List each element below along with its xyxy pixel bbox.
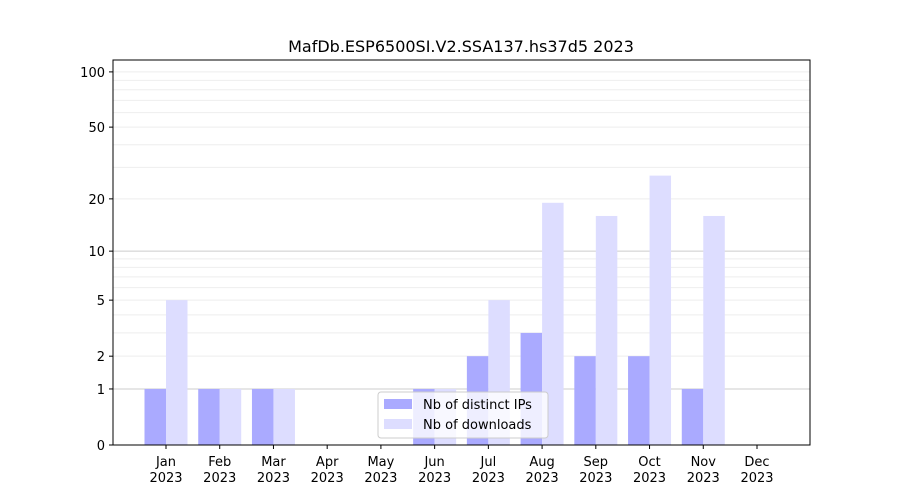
bar-downloads bbox=[219, 388, 242, 445]
x-tick-label: Jan 2023 bbox=[149, 455, 182, 486]
x-tick-label: May 2023 bbox=[364, 455, 397, 486]
x-tick-label: Aug 2023 bbox=[526, 455, 559, 486]
bar-downloads bbox=[649, 175, 672, 445]
y-tick-label: 0 bbox=[97, 439, 105, 454]
bar-downloads bbox=[595, 215, 618, 445]
x-tick-label: Jul 2023 bbox=[472, 455, 505, 486]
x-tick-label: Sep 2023 bbox=[579, 455, 612, 486]
x-tick-label: Feb 2023 bbox=[203, 455, 236, 486]
bar-distinct-ips bbox=[144, 388, 166, 445]
bar-downloads bbox=[542, 202, 564, 445]
x-tick-label: Oct 2023 bbox=[633, 455, 666, 486]
y-tick-label: 20 bbox=[88, 193, 105, 208]
legend-swatch bbox=[384, 419, 412, 429]
y-tick-label: 10 bbox=[88, 245, 105, 260]
bar-distinct-ips bbox=[574, 356, 596, 445]
y-tick-label: 5 bbox=[97, 294, 105, 309]
x-tick-label: Nov 2023 bbox=[687, 455, 720, 486]
legend: Nb of distinct IPs Nb of downloads bbox=[377, 391, 549, 439]
bar-distinct-ips bbox=[681, 388, 704, 445]
bar-downloads bbox=[166, 300, 188, 445]
x-tick-label: Jun 2023 bbox=[418, 455, 451, 486]
x-tick-label: Dec 2023 bbox=[740, 455, 773, 486]
bar-distinct-ips bbox=[198, 388, 220, 445]
bar-distinct-ips bbox=[251, 388, 274, 445]
legend-swatch bbox=[384, 399, 412, 409]
y-tick-label: 100 bbox=[80, 66, 105, 81]
legend-box bbox=[377, 391, 549, 439]
y-tick-label: 50 bbox=[88, 121, 105, 136]
bar-downloads bbox=[273, 388, 295, 445]
legend-label: Nb of distinct IPs bbox=[423, 398, 532, 413]
bar-distinct-ips bbox=[628, 356, 650, 445]
y-tick-label: 1 bbox=[97, 383, 105, 398]
x-tick-label: Mar 2023 bbox=[257, 455, 290, 486]
y-tick-label: 2 bbox=[97, 350, 105, 365]
x-tick-label: Apr 2023 bbox=[311, 455, 344, 486]
plot-frame bbox=[112, 59, 811, 446]
chart-title: MafDb.ESP6500SI.V2.SSA137.hs37d5 2023 bbox=[288, 37, 634, 56]
legend-label: Nb of downloads bbox=[423, 418, 532, 433]
bar-downloads bbox=[703, 215, 725, 445]
